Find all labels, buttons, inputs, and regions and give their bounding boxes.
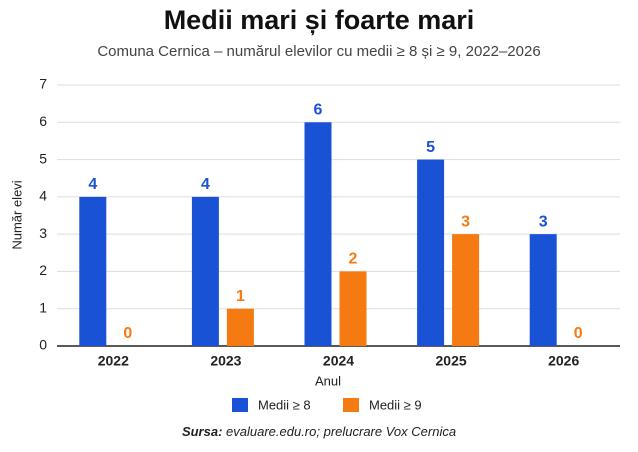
data-label: 5 <box>426 139 435 156</box>
y-tick-label: 7 <box>39 76 47 92</box>
data-label: 2 <box>349 251 358 268</box>
legend-label: Medii ≥ 8 <box>258 397 311 412</box>
y-axis-label: Număr elevi <box>9 180 24 249</box>
y-tick-label: 4 <box>39 188 47 204</box>
y-tick-label: 3 <box>39 225 47 241</box>
x-tick-label: 2025 <box>436 353 467 369</box>
bar <box>417 159 445 346</box>
x-tick-label: 2023 <box>210 353 241 369</box>
data-label: 3 <box>461 213 470 230</box>
x-tick-label: 2026 <box>548 353 579 369</box>
data-label: 0 <box>123 325 132 342</box>
x-tick-label: 2022 <box>98 353 129 369</box>
y-tick-label: 0 <box>39 337 47 353</box>
bar <box>79 196 107 346</box>
bar <box>191 196 219 346</box>
bar <box>529 234 557 346</box>
legend-label: Medii ≥ 9 <box>369 397 422 412</box>
bar <box>452 234 480 346</box>
legend-swatch <box>232 398 248 412</box>
y-tick-label: 1 <box>39 299 47 315</box>
data-label: 0 <box>574 325 583 342</box>
x-tick-label: 2024 <box>323 353 354 369</box>
data-label: 3 <box>539 213 548 230</box>
chart-title: Medii mari și foarte mari <box>164 5 475 35</box>
source: Sursa: evaluare.edu.ro; prelucrare Vox C… <box>182 424 456 439</box>
chart-subtitle: Comuna Cernica – numărul elevilor cu med… <box>97 43 540 60</box>
y-tick-label: 6 <box>39 113 47 129</box>
legend-swatch <box>343 398 359 412</box>
x-axis-label: Anul <box>315 373 341 388</box>
y-tick-label: 5 <box>39 150 47 166</box>
source-text: evaluare.edu.ro; prelucrare Vox Cernica <box>226 424 456 439</box>
y-tick-label: 2 <box>39 262 47 278</box>
data-label: 4 <box>201 176 210 193</box>
bar <box>339 271 367 346</box>
data-label: 1 <box>236 288 245 305</box>
data-label: 6 <box>314 102 323 119</box>
data-label: 4 <box>88 176 97 193</box>
bar <box>304 122 332 347</box>
source-label: Sursa: <box>182 424 222 439</box>
bar <box>226 308 254 346</box>
